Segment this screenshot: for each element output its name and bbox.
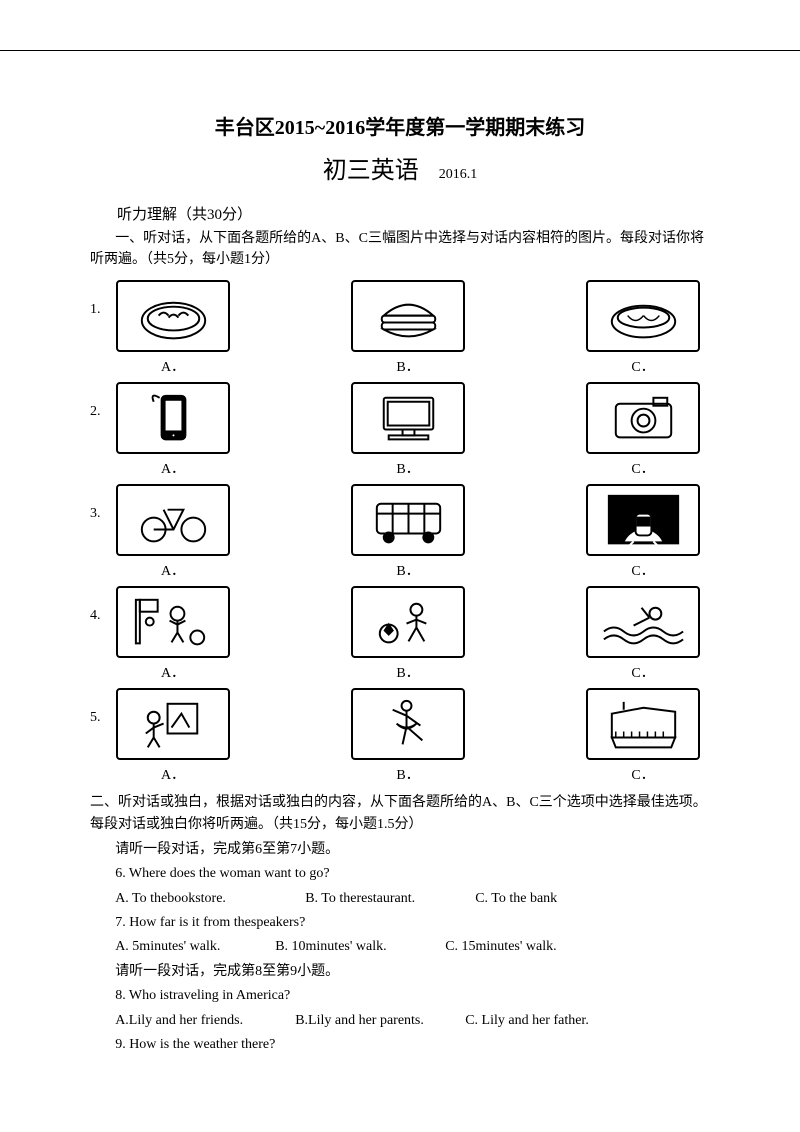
- question-number: 1.: [90, 280, 116, 318]
- option-label: B．: [396, 356, 419, 376]
- q8-c: C. Lily and her father.: [440, 1010, 589, 1032]
- option-a: A．: [116, 484, 230, 580]
- basketball-icon: [116, 586, 230, 658]
- option-label: C．: [631, 560, 654, 580]
- option-label: A．: [161, 560, 185, 580]
- question-row: 1. A． B． C．: [90, 280, 710, 376]
- option-group: A． B． C．: [116, 382, 710, 478]
- option-b: B．: [351, 280, 465, 376]
- q6-b: B. To therestaurant.: [280, 888, 450, 910]
- part1-intro: 一、听对话，从下面各题所给的A、B、C三幅图片中选择与对话内容相符的图片。每段对…: [90, 228, 710, 270]
- option-label: B．: [396, 560, 419, 580]
- q8-a: A.Lily and her friends.: [90, 1010, 270, 1032]
- dialog2-intro: 请听一段对话，完成第8至第9小题。: [90, 961, 710, 983]
- listening-head: 听力理解（共30分）: [90, 203, 710, 224]
- bus-icon: [351, 484, 465, 556]
- question-number: 2.: [90, 382, 116, 420]
- option-c: C．: [586, 280, 700, 376]
- q8: 8. Who istraveling in America?: [90, 985, 710, 1007]
- exam-date: 2016.1: [439, 167, 478, 182]
- question-number: 5.: [90, 688, 116, 726]
- option-group: A． B． C．: [116, 484, 710, 580]
- option-b: B．: [351, 484, 465, 580]
- option-b: B．: [351, 688, 465, 784]
- option-group: A． B． C．: [116, 280, 710, 376]
- picture-questions: 1. A． B． C． 2. A． B． C． 3. A． B． C． 4. A． B． C． 5. A． B． C．: [90, 280, 710, 784]
- option-c: C．: [586, 586, 700, 682]
- q7-b: B. 10minutes' walk.: [250, 936, 420, 958]
- option-label: B．: [396, 764, 419, 784]
- exam-page: 丰台区2015~2016学年度第一学期期末练习 初三英语 2016.1 听力理解…: [0, 50, 800, 1098]
- question-number: 3.: [90, 484, 116, 522]
- subject: 初三英语: [323, 158, 419, 184]
- option-label: B．: [396, 662, 419, 682]
- option-a: A．: [116, 688, 230, 784]
- bicycle-icon: [116, 484, 230, 556]
- part2-block: 二、听对话或独白，根据对话或独白的内容，从下面各题所给的A、B、C三个选项中选择…: [90, 792, 710, 1056]
- option-label: C．: [631, 356, 654, 376]
- q7: 7. How far is it from thespeakers?: [90, 912, 710, 934]
- option-group: A． B． C．: [116, 586, 710, 682]
- option-c: C．: [586, 382, 700, 478]
- noodles-icon: [586, 280, 700, 352]
- subway-icon: [586, 484, 700, 556]
- option-a: A．: [116, 280, 230, 376]
- option-label: A．: [161, 458, 185, 478]
- football-icon: [351, 586, 465, 658]
- option-label: C．: [631, 458, 654, 478]
- page-title-sub: 初三英语 2016.1: [90, 150, 710, 185]
- q6-c: C. To the bank: [450, 888, 557, 910]
- dumplings-icon: [116, 280, 230, 352]
- piano-icon: [586, 688, 700, 760]
- page-title-main: 丰台区2015~2016学年度第一学期期末练习: [90, 111, 710, 140]
- part2-intro: 二、听对话或独白，根据对话或独白的内容，从下面各题所给的A、B、C三个选项中选择…: [90, 792, 710, 837]
- q6-options: A. To thebookstore. B. To therestaurant.…: [90, 888, 710, 910]
- painting-icon: [116, 688, 230, 760]
- option-group: A． B． C．: [116, 688, 710, 784]
- question-number: 4.: [90, 586, 116, 624]
- question-row: 5. A． B． C．: [90, 688, 710, 784]
- option-a: A．: [116, 586, 230, 682]
- q7-options: A. 5minutes' walk. B. 10minutes' walk. C…: [90, 936, 710, 958]
- option-label: B．: [396, 458, 419, 478]
- option-b: B．: [351, 382, 465, 478]
- question-row: 3. A． B． C．: [90, 484, 710, 580]
- option-label: C．: [631, 662, 654, 682]
- dialog1-intro: 请听一段对话，完成第6至第7小题。: [90, 839, 710, 861]
- ballet-icon: [351, 688, 465, 760]
- camera-icon: [586, 382, 700, 454]
- option-b: B．: [351, 586, 465, 682]
- option-a: A．: [116, 382, 230, 478]
- phone-icon: [116, 382, 230, 454]
- q7-c: C. 15minutes' walk.: [420, 936, 557, 958]
- option-label: C．: [631, 764, 654, 784]
- option-c: C．: [586, 688, 700, 784]
- q8-b: B.Lily and her parents.: [270, 1010, 440, 1032]
- option-label: A．: [161, 356, 185, 376]
- option-label: A．: [161, 662, 185, 682]
- computer-icon: [351, 382, 465, 454]
- question-row: 2. A． B． C．: [90, 382, 710, 478]
- q8-options: A.Lily and her friends. B.Lily and her p…: [90, 1010, 710, 1032]
- option-c: C．: [586, 484, 700, 580]
- q7-a: A. 5minutes' walk.: [90, 936, 250, 958]
- swimming-icon: [586, 586, 700, 658]
- q6-a: A. To thebookstore.: [90, 888, 280, 910]
- q6: 6. Where does the woman want to go?: [90, 863, 710, 885]
- burger-icon: [351, 280, 465, 352]
- question-row: 4. A． B． C．: [90, 586, 710, 682]
- option-label: A．: [161, 764, 185, 784]
- q9: 9. How is the weather there?: [90, 1034, 710, 1056]
